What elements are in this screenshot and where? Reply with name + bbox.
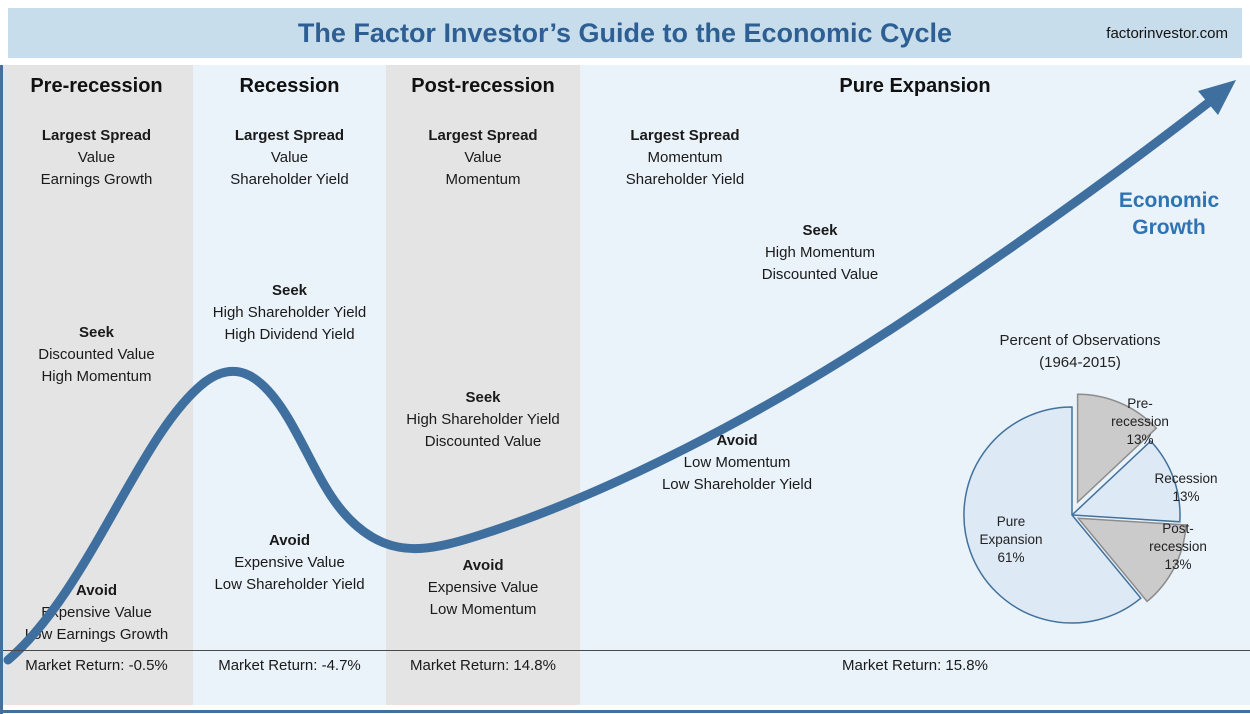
block-title: Largest Spread — [234, 127, 345, 144]
pie-chart-title: Percent of Observations (1964-2015) — [930, 330, 1230, 374]
seek-block: Seek High Shareholder Yield High Dividen… — [193, 280, 386, 346]
pie-slice-label: Pre-recession — [1111, 396, 1169, 429]
factor: Value — [77, 149, 116, 166]
market-return-divider-line — [0, 650, 1250, 651]
factor: Shareholder Yield — [230, 171, 349, 188]
block-title: Largest Spread — [41, 127, 152, 144]
avoid-block: Avoid Expensive Value Low Momentum — [386, 555, 580, 621]
pie-slice-label: Pure Expansion — [979, 514, 1043, 547]
market-return: Market Return: -0.5% — [25, 657, 168, 674]
market-return: Market Return: 15.8% — [842, 657, 988, 674]
pie-slice-label: Recession — [1154, 471, 1218, 486]
factor: Expensive Value — [234, 554, 345, 571]
pie-slice-pct: 61% — [997, 550, 1025, 565]
pie-label-post-recession: Post-recession 13% — [1140, 520, 1216, 574]
economic-growth-label: Economic Growth — [1118, 189, 1220, 239]
largest-spread-block: Largest Spread Value Momentum — [386, 125, 580, 191]
factor: Earnings Growth — [40, 171, 153, 188]
pie-slice-pct: 13% — [1164, 557, 1192, 572]
factor: Expensive Value — [41, 604, 152, 621]
largest-spread-block: Largest Spread Value Earnings Growth — [0, 125, 193, 191]
block-title: Avoid — [75, 582, 118, 599]
pie-slice-label: Post-recession — [1149, 521, 1207, 554]
block-title: Largest Spread — [428, 127, 538, 144]
page-title: The Factor Investor’s Guide to the Econo… — [297, 18, 953, 48]
bottom-axis-line — [0, 710, 1250, 713]
largest-spread-block: Largest Spread Momentum Shareholder Yiel… — [580, 125, 790, 191]
block-title: Avoid — [462, 557, 504, 574]
seek-block: Seek High Momentum Discounted Value — [720, 220, 920, 286]
seek-block: Seek Discounted Value High Momentum — [0, 322, 193, 388]
market-return: Market Return: 14.8% — [410, 657, 556, 674]
factor: Momentum — [647, 149, 723, 166]
header-band: The Factor Investor’s Guide to the Econo… — [8, 8, 1242, 58]
site-url: factorinvestor.com — [1106, 25, 1228, 42]
market-return: Market Return: -4.7% — [218, 657, 361, 674]
pie-slice-pct: 13% — [1126, 432, 1154, 447]
block-title: Avoid — [716, 432, 758, 449]
left-axis-line — [0, 65, 3, 714]
phase-column-post-recession: Post-recession Largest Spread Value Mome… — [386, 65, 580, 705]
factor: High Shareholder Yield — [212, 304, 367, 321]
phase-title: Recession — [239, 75, 340, 97]
factor: Discounted Value — [761, 266, 879, 283]
seek-block: Seek High Shareholder Yield Discounted V… — [386, 387, 580, 453]
phase-title: Pre-recession — [30, 75, 163, 97]
factor: Expensive Value — [427, 579, 539, 596]
factor: High Momentum — [41, 368, 152, 385]
factor: Value — [464, 149, 502, 166]
phase-title: Pure Expansion — [839, 75, 991, 97]
factor: Low Shareholder Yield — [661, 476, 813, 493]
block-title: Avoid — [268, 532, 311, 549]
block-title: Largest Spread — [630, 127, 740, 144]
pie-label-recession: Recession 13% — [1148, 470, 1224, 506]
block-title: Seek — [78, 324, 115, 341]
factor: Low Momentum — [683, 454, 791, 471]
factor: Discounted Value — [424, 433, 542, 450]
block-title: Seek — [271, 282, 308, 299]
factor: Low Earnings Growth — [24, 626, 169, 643]
factor: High Shareholder Yield — [406, 411, 560, 428]
pie-label-pure-expansion: Pure Expansion 61% — [973, 513, 1049, 567]
avoid-block: Avoid Expensive Value Low Shareholder Yi… — [193, 530, 386, 596]
block-title: Seek — [465, 389, 501, 406]
pie-slice-pct: 13% — [1172, 489, 1200, 504]
largest-spread-block: Largest Spread Value Shareholder Yield — [193, 125, 386, 191]
factor: High Momentum — [764, 244, 876, 261]
factor: Value — [270, 149, 309, 166]
phase-column-recession: Recession Largest Spread Value Sharehold… — [193, 65, 386, 705]
phase-column-pure-expansion: Pure Expansion Largest Spread Momentum S… — [580, 65, 1250, 705]
avoid-block: Avoid Expensive Value Low Earnings Growt… — [0, 580, 193, 646]
factor: Low Momentum — [429, 601, 537, 618]
pie-label-pre-recession: Pre-recession 13% — [1102, 395, 1178, 449]
avoid-block: Avoid Low Momentum Low Shareholder Yield — [612, 430, 862, 496]
factor: Momentum — [445, 171, 521, 188]
factor: Shareholder Yield — [625, 171, 745, 188]
factor: Low Shareholder Yield — [214, 576, 365, 593]
block-title: Seek — [802, 222, 838, 239]
pie-subtitle-line: (1964-2015) — [1039, 354, 1121, 371]
factor: Discounted Value — [38, 346, 155, 363]
phase-title: Post-recession — [411, 75, 555, 97]
pie-title-line: Percent of Observations — [999, 332, 1161, 349]
phase-column-pre-recession: Pre-recession Largest Spread Value Earni… — [0, 65, 193, 705]
factor: High Dividend Yield — [224, 326, 355, 343]
